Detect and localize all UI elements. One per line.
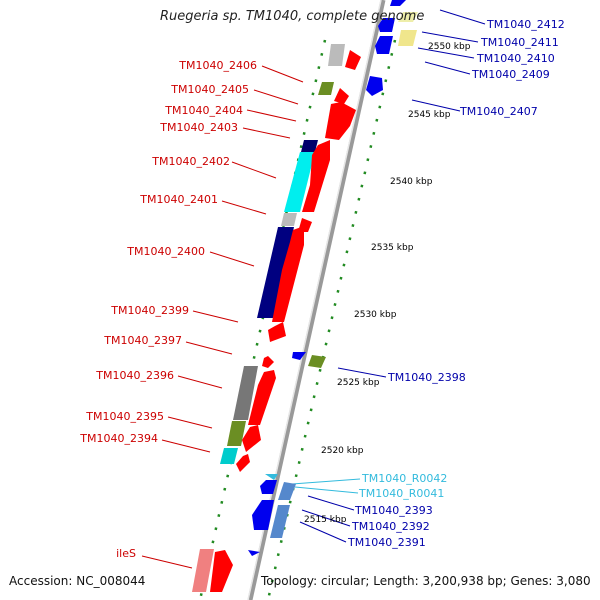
label-TM1040-2391: TM1040_2391 (347, 536, 426, 549)
label-TM1040-2410: TM1040_2410 (476, 52, 555, 65)
blue-genes-bottom (248, 352, 326, 556)
gene-TM1040-2412-yellow (398, 12, 418, 22)
label-TM1040-2407: TM1040_2407 (459, 105, 538, 118)
label-TM1040-2412: TM1040_2412 (486, 18, 565, 31)
label-TM1040-R0042: TM1040_R0042 (361, 472, 447, 485)
label-TM1040-2411: TM1040_2411 (480, 36, 559, 49)
gene-ileS-b (210, 550, 233, 592)
label-TM1040-R0041: TM1040_R0041 (358, 487, 444, 500)
gene-TM1040-2394 (220, 448, 238, 464)
left-gene-labels: TM1040_2406 TM1040_2405 TM1040_2404 TM10… (79, 59, 257, 560)
reverse-strand-genes (192, 44, 345, 592)
tick-2550: 2550 kbp (428, 42, 471, 52)
blue-genes-top (366, 0, 406, 96)
label-TM1040-2401: TM1040_2401 (139, 193, 218, 206)
gene-TM1040-R0042 (265, 474, 278, 480)
left-ruler-line (198, 39, 327, 600)
map-title: Ruegeria sp. TM1040, complete genome (160, 9, 425, 24)
gene-small-bottom (248, 550, 260, 556)
gene-TM1040-2397 (262, 356, 274, 368)
gene-TM1040-2411 (378, 18, 395, 32)
gene-TM1040-2410 (375, 36, 393, 54)
tick-2540: 2540 kbp (390, 177, 433, 187)
gene-TM1040-2405 (318, 82, 334, 95)
gene-TM1040-2406 (345, 50, 361, 70)
gene-TM1040-2394b (236, 454, 250, 472)
right-ruler-line (266, 39, 397, 600)
gene-ileS (192, 549, 214, 592)
gene-TM1040-2391 (270, 505, 290, 538)
label-TM1040-2394: TM1040_2394 (79, 432, 158, 445)
gene-TM1040-2396 (233, 366, 258, 420)
label-TM1040-2400: TM1040_2400 (126, 245, 205, 258)
label-TM1040-2396: TM1040_2396 (95, 369, 174, 382)
gene-TM1040-2402 (284, 152, 315, 212)
forward-strand-genes (210, 50, 361, 592)
label-TM1040-2398: TM1040_2398 (387, 371, 466, 384)
right-gene-labels: TM1040_2412 TM1040_2411 TM1040_2410 TM10… (347, 18, 565, 549)
gene-TM1040-R0041 (260, 480, 277, 494)
gene-TM1040-2407 (366, 76, 383, 96)
gene-TM1040-2396b (248, 370, 276, 425)
gene-TM1040-2400b (272, 226, 304, 322)
accession-text: Accession: NC_008044 (9, 574, 146, 588)
gene-TM1040-2392 (252, 500, 274, 530)
tick-2530: 2530 kbp (354, 310, 397, 320)
gene-TM1040-2404 (334, 88, 349, 104)
label-TM1040-2392: TM1040_2392 (351, 520, 430, 533)
topology-text: Topology: circular; Length: 3,200,938 bp… (261, 574, 591, 588)
label-TM1040-2393: TM1040_2393 (354, 504, 433, 517)
label-TM1040-2406: TM1040_2406 (178, 59, 257, 72)
label-TM1040-2397: TM1040_2397 (103, 334, 182, 347)
label-TM1040-2409: TM1040_2409 (471, 68, 550, 81)
gene-TM1040-2409-yellow (398, 30, 417, 46)
gene-TM1040-2398-olive (308, 355, 326, 368)
label-TM1040-2405: TM1040_2405 (170, 83, 249, 96)
rna-leader-lines (291, 478, 361, 494)
label-TM1040-2404: TM1040_2404 (164, 104, 243, 117)
tick-2535: 2535 kbp (371, 243, 414, 253)
gene-TM1040-2393 (278, 482, 296, 500)
tick-2520: 2520 kbp (321, 446, 364, 456)
gene-TM1040-2403 (301, 140, 318, 152)
gene-TM1040-2398 (292, 352, 306, 360)
tick-2545: 2545 kbp (408, 110, 451, 120)
gene-TM1040-2402b (302, 140, 330, 212)
tick-2525: 2525 kbp (337, 378, 380, 388)
gene-TM1040-2395b (242, 425, 261, 452)
label-TM1040-2395: TM1040_2395 (85, 410, 164, 423)
gene-TM1040-2400 (257, 227, 294, 318)
left-leader-lines (141, 65, 304, 569)
gene-TM1040-2412 (390, 0, 406, 6)
gene-TM1040-2395 (227, 421, 246, 446)
label-TM1040-2403: TM1040_2403 (159, 121, 238, 134)
right-leader-lines (299, 9, 486, 543)
tick-2515: 2515 kbp (304, 515, 347, 525)
label-ileS: ileS (116, 547, 136, 560)
label-TM1040-2399: TM1040_2399 (110, 304, 189, 317)
gene-gray-top (328, 44, 345, 66)
label-TM1040-2402: TM1040_2402 (151, 155, 230, 168)
gene-TM1040-2401 (281, 213, 297, 226)
gene-TM1040-2403b (325, 102, 356, 140)
gene-TM1040-2399 (268, 322, 286, 342)
